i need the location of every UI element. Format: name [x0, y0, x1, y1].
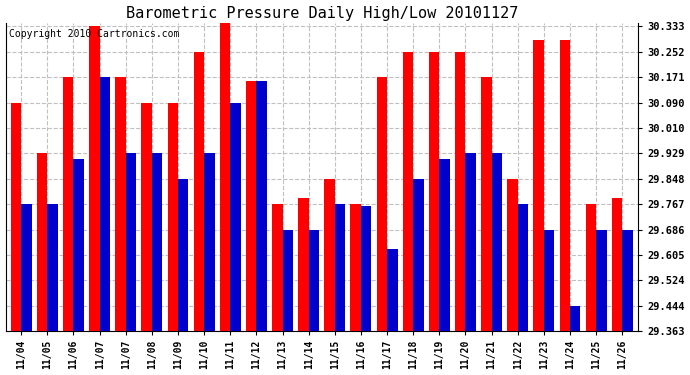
Bar	[596, 230, 607, 331]
Bar	[246, 81, 257, 331]
Bar	[74, 159, 84, 331]
Bar	[99, 77, 110, 331]
Bar	[335, 204, 345, 331]
Bar	[533, 40, 544, 331]
Bar	[11, 103, 21, 331]
Bar	[257, 81, 267, 331]
Bar	[126, 153, 136, 331]
Bar	[63, 77, 74, 331]
Bar	[152, 153, 162, 331]
Bar	[403, 52, 413, 331]
Bar	[361, 206, 371, 331]
Bar	[324, 178, 335, 331]
Bar	[21, 204, 32, 331]
Bar	[141, 103, 152, 331]
Bar	[622, 230, 633, 331]
Bar	[178, 178, 188, 331]
Bar	[387, 249, 397, 331]
Bar	[37, 153, 48, 331]
Bar	[466, 153, 476, 331]
Bar	[544, 230, 554, 331]
Bar	[272, 204, 282, 331]
Bar	[194, 52, 204, 331]
Bar	[308, 230, 319, 331]
Title: Barometric Pressure Daily High/Low 20101127: Barometric Pressure Daily High/Low 20101…	[126, 6, 518, 21]
Bar	[48, 204, 58, 331]
Bar	[612, 198, 622, 331]
Bar	[491, 153, 502, 331]
Bar	[204, 153, 215, 331]
Bar	[518, 204, 528, 331]
Bar	[429, 52, 440, 331]
Bar	[413, 178, 424, 331]
Bar	[481, 77, 491, 331]
Bar	[282, 230, 293, 331]
Bar	[351, 204, 361, 331]
Bar	[507, 178, 518, 331]
Bar	[455, 52, 466, 331]
Bar	[440, 159, 450, 331]
Bar	[220, 18, 230, 331]
Bar	[168, 103, 178, 331]
Bar	[115, 77, 126, 331]
Bar	[560, 40, 570, 331]
Bar	[230, 103, 241, 331]
Bar	[377, 77, 387, 331]
Bar	[586, 204, 596, 331]
Bar	[298, 198, 308, 331]
Bar	[89, 26, 99, 331]
Bar	[570, 306, 580, 331]
Text: Copyright 2010 Cartronics.com: Copyright 2010 Cartronics.com	[9, 29, 179, 39]
